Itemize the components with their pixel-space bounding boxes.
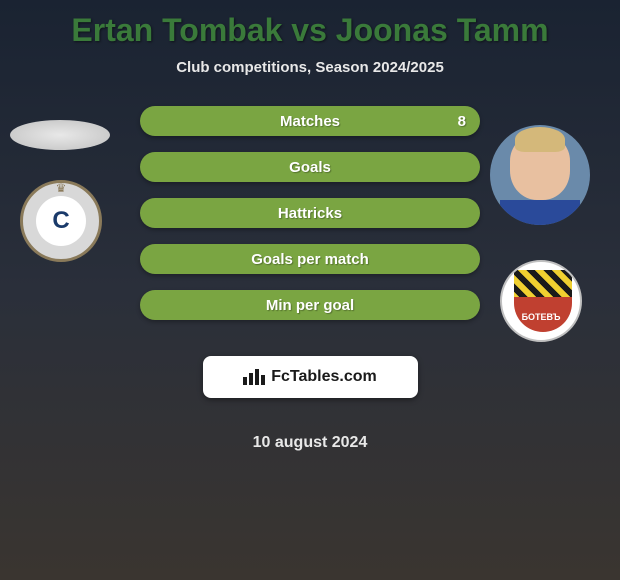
- branding-text: FcTables.com: [271, 368, 377, 386]
- stat-label: Goals: [289, 159, 331, 176]
- stat-value-right: 8: [458, 113, 466, 130]
- date-text: 10 august 2024: [253, 434, 368, 452]
- stat-row-hattricks: Hattricks: [140, 198, 480, 228]
- club-right-name: БОТЕВЪ: [502, 312, 580, 322]
- stat-label: Goals per match: [251, 251, 369, 268]
- stat-row-goals-per-match: Goals per match: [140, 244, 480, 274]
- stat-row-min-per-goal: Min per goal: [140, 290, 480, 320]
- stat-label: Matches: [280, 113, 340, 130]
- chart-icon: [243, 369, 265, 385]
- subtitle: Club competitions, Season 2024/2025: [0, 59, 620, 76]
- player-left-avatar: [10, 120, 110, 150]
- stat-row-matches: Matches 8: [140, 106, 480, 136]
- club-left-letter: C: [36, 196, 86, 246]
- player-right-avatar: [490, 125, 590, 225]
- comparison-title: Ertan Tombak vs Joonas Tamm: [0, 0, 620, 49]
- stat-label: Min per goal: [266, 297, 354, 314]
- fctables-badge[interactable]: FcTables.com: [203, 356, 418, 398]
- stat-label: Hattricks: [278, 205, 342, 222]
- club-right-badge: БОТЕВЪ: [500, 260, 600, 342]
- stat-row-goals: Goals: [140, 152, 480, 182]
- club-left-badge: ♛ C: [20, 180, 120, 262]
- crown-icon: ♛: [56, 181, 67, 195]
